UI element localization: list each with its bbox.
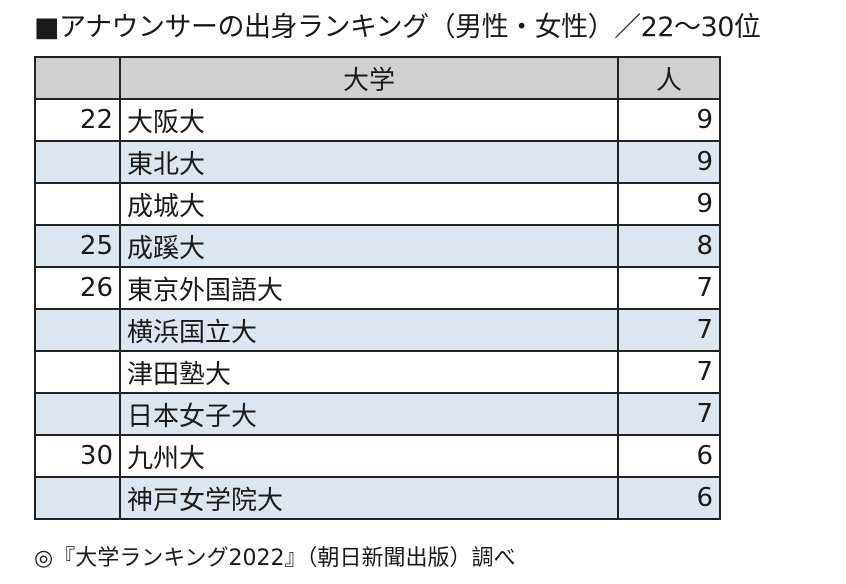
university-cell: 日本女子大	[119, 392, 619, 436]
count-cell: 6	[617, 476, 721, 520]
rank-cell	[34, 392, 121, 436]
count-cell: 9	[617, 98, 721, 142]
table-row: 横浜国立大 7	[34, 308, 721, 352]
count-cell: 7	[617, 350, 721, 394]
header-university: 大学	[119, 56, 619, 100]
table-header-row: 大学 人	[34, 56, 721, 100]
table-row: 日本女子大 7	[34, 392, 721, 436]
university-cell: 横浜国立大	[119, 308, 619, 352]
rank-cell	[34, 350, 121, 394]
university-cell: 津田塾大	[119, 350, 619, 394]
source-footnote: ◎『大学ランキング2022』（朝日新聞出版）調べ	[34, 546, 516, 571]
count-cell: 7	[617, 392, 721, 436]
count-cell: 7	[617, 308, 721, 352]
university-cell: 大阪大	[119, 98, 619, 142]
table-row: 東北大 9	[34, 140, 721, 184]
count-cell: 9	[617, 140, 721, 184]
header-count: 人	[617, 56, 721, 100]
ranking-table: 大学 人 22 大阪大 9 東北大 9 成城大 9 25 成蹊大 8 26 東京…	[34, 56, 721, 520]
university-cell: 神戸女学院大	[119, 476, 619, 520]
university-cell: 成蹊大	[119, 224, 619, 268]
rank-cell: 30	[34, 434, 121, 478]
rank-cell	[34, 182, 121, 226]
rank-cell	[34, 308, 121, 352]
count-cell: 8	[617, 224, 721, 268]
rank-cell	[34, 476, 121, 520]
table-row: 神戸女学院大 6	[34, 476, 721, 520]
table-row: 30 九州大 6	[34, 434, 721, 478]
table-row: 26 東京外国語大 7	[34, 266, 721, 310]
header-rank	[34, 56, 121, 100]
university-cell: 東京外国語大	[119, 266, 619, 310]
count-cell: 6	[617, 434, 721, 478]
table-row: 25 成蹊大 8	[34, 224, 721, 268]
rank-cell: 26	[34, 266, 121, 310]
page-title: ■アナウンサーの出身ランキング（男性・女性）／22〜30位	[34, 12, 761, 43]
count-cell: 9	[617, 182, 721, 226]
rank-cell	[34, 140, 121, 184]
rank-cell: 22	[34, 98, 121, 142]
university-cell: 九州大	[119, 434, 619, 478]
university-cell: 成城大	[119, 182, 619, 226]
university-cell: 東北大	[119, 140, 619, 184]
table-row: 22 大阪大 9	[34, 98, 721, 142]
table-row: 成城大 9	[34, 182, 721, 226]
rank-cell: 25	[34, 224, 121, 268]
table-row: 津田塾大 7	[34, 350, 721, 394]
count-cell: 7	[617, 266, 721, 310]
